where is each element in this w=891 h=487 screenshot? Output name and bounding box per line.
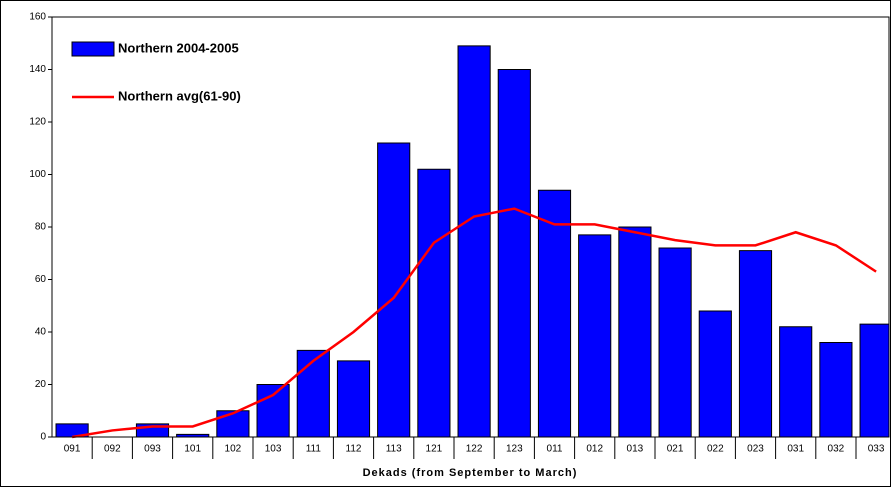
bar [537,189,572,438]
y-tick-label: 160 [29,12,46,23]
y-tick-label: 60 [35,274,47,285]
y-tick-label: 40 [35,327,47,338]
bar [336,360,371,438]
x-tick-label: 092 [104,444,121,455]
y-tick-label: 120 [29,117,46,128]
bar [296,349,330,438]
x-tick-label: 012 [586,444,603,455]
x-tick-label: 013 [627,444,644,455]
x-axis-title: Dekads (from September to March) [363,467,578,479]
y-tick-label: 100 [29,169,46,180]
y-tick-label: 80 [35,222,47,233]
line [71,207,877,439]
x-tick-label: 023 [747,444,764,455]
bar [779,326,813,438]
bar [618,226,652,438]
legend-label: Northern 2004-2005 [118,40,239,55]
bar [578,234,612,438]
x-tick-label: 111 [306,444,322,455]
x-tick-label: 011 [547,444,563,455]
x-tick-label: 122 [466,444,483,455]
bar [417,168,451,438]
x-tick-label: 112 [346,444,362,455]
y-tick-label: 140 [29,64,46,75]
x-tick-label: 022 [707,444,724,455]
bar [819,342,853,438]
x-tick-label: 033 [868,444,885,455]
x-tick-label: 031 [787,444,804,455]
x-tick-label: 121 [426,444,443,455]
bar [377,142,411,438]
x-tick-label: 091 [64,444,81,455]
bar [497,69,531,438]
bar [457,45,491,438]
bar [698,310,732,438]
x-tick-label: 103 [265,444,282,455]
bar [256,384,290,438]
bar [658,247,692,438]
x-tick-label: 123 [506,444,523,455]
x-tick-label: 101 [184,444,201,455]
legend-label: Northern avg(61-90) [118,88,241,103]
bar [738,250,773,438]
legend-swatch [71,41,115,57]
x-tick-label: 032 [828,444,845,455]
x-tick-label: 093 [144,444,161,455]
x-tick-label: 021 [667,444,684,455]
bar [859,323,890,438]
y-tick-label: 20 [35,379,47,390]
x-tick-label: 113 [386,444,402,455]
y-tick-label: 0 [40,432,46,443]
x-tick-label: 102 [225,444,242,455]
